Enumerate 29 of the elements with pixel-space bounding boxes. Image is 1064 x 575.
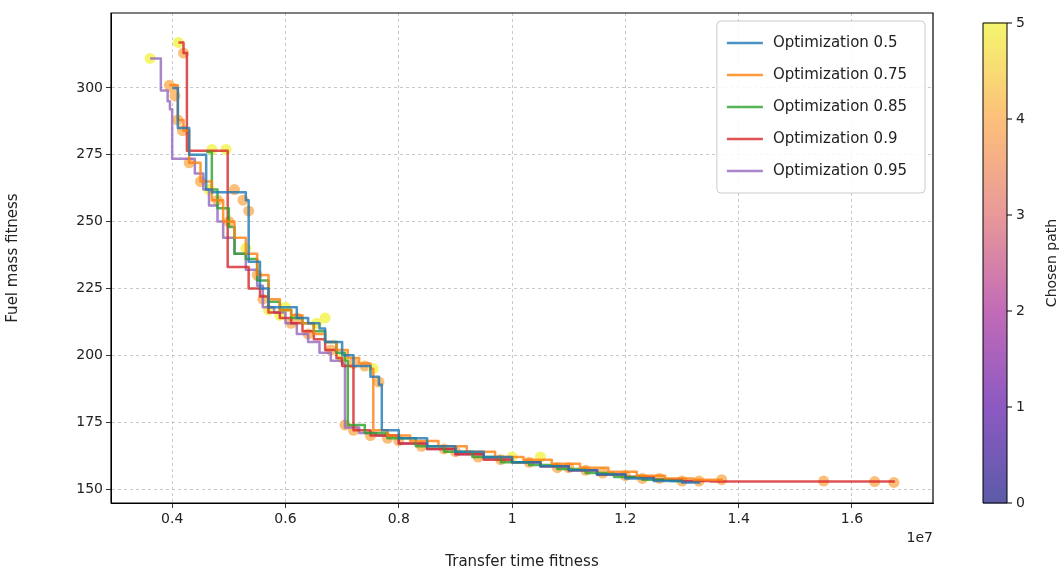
y-axis-title: Fuel mass fitness (2, 193, 21, 323)
y-tick-label: 225 (76, 279, 103, 296)
x-tick-label: 1.2 (614, 510, 637, 527)
color-bar-label: 1 (1016, 397, 1025, 414)
legend-label: Optimization 0.95 (772, 160, 907, 179)
x-tick-label: 0.8 (387, 510, 410, 527)
legend-label: Optimization 0.9 (772, 128, 898, 147)
color-bar-label: 2 (1016, 301, 1025, 318)
text: 1e7 (906, 528, 933, 545)
x-tick-label: 1 (507, 510, 517, 527)
x-tick-label: 0.6 (274, 510, 297, 527)
color-bar-label: 0 (1016, 493, 1025, 510)
y-tick-label: 175 (76, 412, 103, 429)
color-bar-label: 5 (1016, 13, 1025, 30)
legend-label: Optimization 0.5 (772, 32, 898, 51)
y-tick-label: 150 (76, 479, 103, 496)
y-tick-label: 250 (76, 212, 103, 229)
y-tick-label: 275 (76, 145, 103, 162)
legend-label: Optimization 0.75 (772, 64, 907, 83)
y-tick-label: 300 (76, 78, 103, 95)
x-tick-label: 1.6 (840, 510, 864, 527)
color-bar-label: 3 (1016, 205, 1025, 222)
x-axis-title: Transfer time fitness (444, 551, 599, 570)
x-tick-label: 1.4 (727, 510, 750, 527)
legend-label: Optimization 0.85 (772, 96, 907, 115)
color-bar-label: 4 (1016, 109, 1025, 126)
x-tick-label: 0.4 (161, 510, 184, 527)
color-bar-title: Chosen path (1042, 218, 1059, 308)
y-tick-label: 200 (76, 346, 103, 362)
